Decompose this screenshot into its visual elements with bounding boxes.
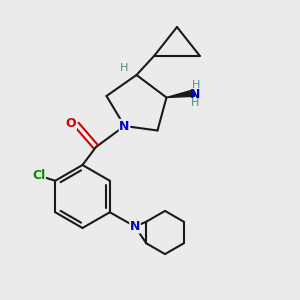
Text: H: H — [120, 63, 128, 74]
Text: N: N — [190, 88, 200, 101]
Polygon shape — [167, 90, 195, 98]
Text: H: H — [191, 80, 200, 90]
Text: H: H — [191, 98, 200, 109]
Text: O: O — [66, 116, 76, 130]
Text: Cl: Cl — [32, 169, 45, 182]
Text: N: N — [130, 220, 140, 233]
Text: N: N — [119, 119, 130, 133]
